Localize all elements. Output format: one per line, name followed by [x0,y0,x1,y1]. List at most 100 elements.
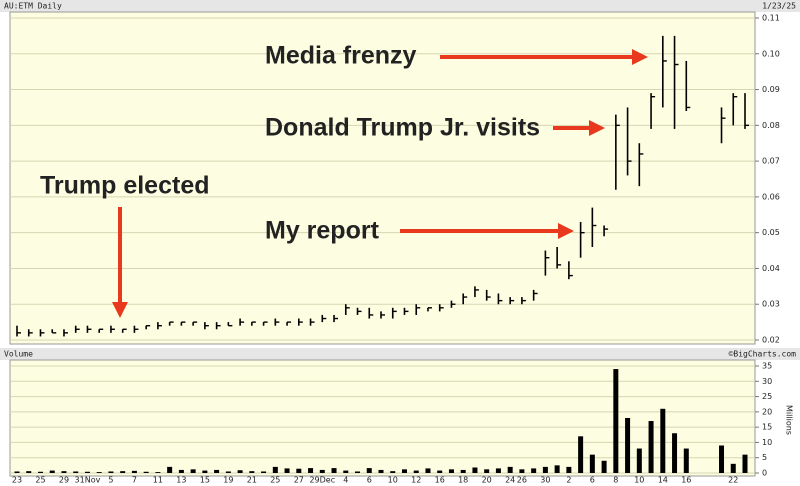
volume-bar [601,460,607,473]
annotation: Trump elected [40,172,210,200]
x-tick-label: 4 [343,476,348,485]
x-tick-label: 20 [482,476,492,485]
volume-bar [542,466,548,473]
annotation: Media frenzy [265,42,417,70]
x-tick-label: 13 [176,476,186,485]
y-tick-label: 0.02 [762,336,780,345]
x-tick-label: 19 [223,476,233,485]
x-tick-label: 12 [411,476,421,485]
x-tick-label: 29Dec [309,476,335,485]
volume-bar [73,471,79,473]
volume-bar [719,445,725,473]
x-tick-label: 18 [458,476,468,485]
volume-bar [589,454,595,473]
volume-bar [143,471,149,473]
volume-panel [9,359,756,477]
volume-bar [413,470,419,473]
volume-bar [460,469,466,473]
x-tick-label: 30 [540,476,550,485]
volume-bar [261,471,267,473]
volume-bar [37,471,43,473]
y-tick-label: 30 [762,377,772,386]
volume-bar [296,468,302,473]
x-tick-label: 27 [294,476,304,485]
volume-bar [214,469,220,473]
x-tick-label: 14 [658,476,668,485]
volume-bar [566,466,572,473]
volume-bar [730,463,736,473]
y-tick-label: 0 [762,469,767,478]
volume-bar [683,448,689,473]
annotations: Media frenzy Donald Trump Jr. visits Tru… [40,42,648,318]
y-tick-label: 0.11 [762,14,780,23]
y-tick-label: 0.05 [762,228,780,237]
volume-title: Volume [4,350,33,359]
x-tick-label: 2 [566,476,571,485]
y-tick-label: 35 [762,362,772,371]
x-tick-label: 25 [270,476,280,485]
plot: 0.02 0.03 0.04 0.05 0.06 0.07 0.08 0.09 0.10 0.11… [10,14,780,485]
volume-bar [155,472,161,473]
x-tick-label: 29 [59,476,69,485]
annotation: My report [265,217,380,245]
volume-bar [613,369,619,473]
volume-bar [84,471,90,473]
x-tick-label: 7 [132,476,137,485]
x-tick-label: 10 [388,476,398,485]
y-tick-label: 0.09 [762,85,780,94]
volume-bar [355,471,361,473]
volume-bar [625,417,631,473]
y-tick-label: 10 [762,438,772,447]
x-tick-label: 10 [634,476,644,485]
x-tick-label: 8 [613,476,618,485]
price-panel [9,11,756,345]
volume-bar [120,471,126,473]
annotation: Donald Trump Jr. visits [265,114,540,142]
y-axis-label: Millions [785,405,794,435]
volume-bar [343,470,349,473]
volume-bar [578,436,584,473]
y-tick-label: 25 [762,392,772,401]
volume-bar [190,469,196,473]
volume-bar [225,471,231,473]
volume-bar [554,465,560,473]
volume-bar [14,471,20,473]
x-tick-label: 31Nov [75,476,101,485]
volume-bar [331,468,337,473]
volume-bar [531,468,537,473]
volume-bar [519,469,525,473]
source: ©BigCharts.com [729,350,797,359]
volume-bar [26,471,32,473]
volume-bar [96,472,102,473]
y-tick-label: 0.10 [762,49,780,58]
volume-bar [648,421,654,473]
x-tick-label: 23 [12,476,22,485]
arrowhead [558,223,574,239]
y-tick-label: 0.03 [762,300,780,309]
x-tick-label: 16 [681,476,691,485]
arrowhead [112,302,128,318]
volume-bar [742,454,748,473]
x-tick-label: 15 [200,476,210,485]
x-tick-label: 22 [728,476,738,485]
chart-title: AU:ETM Daily [4,2,62,11]
y-tick-label: 0.08 [762,121,780,130]
volume-bar [61,471,67,473]
volume-bar [472,467,478,473]
volume-bar [237,470,243,473]
volume-bar [484,469,490,473]
volume-bar [507,466,513,473]
x-tick-label: 21 [247,476,257,485]
price-header [0,0,800,12]
volume-bar [167,466,173,473]
volume-bar [49,470,55,473]
volume-bar [178,469,184,473]
volume-bar [660,408,666,473]
volume-bar [272,466,278,473]
x-tick-label: 25 [35,476,45,485]
volume-bar [249,471,255,473]
x-tick-label: 6 [367,476,372,485]
y-tick-label: 0.06 [762,192,780,201]
x-tick-label: 16 [435,476,445,485]
